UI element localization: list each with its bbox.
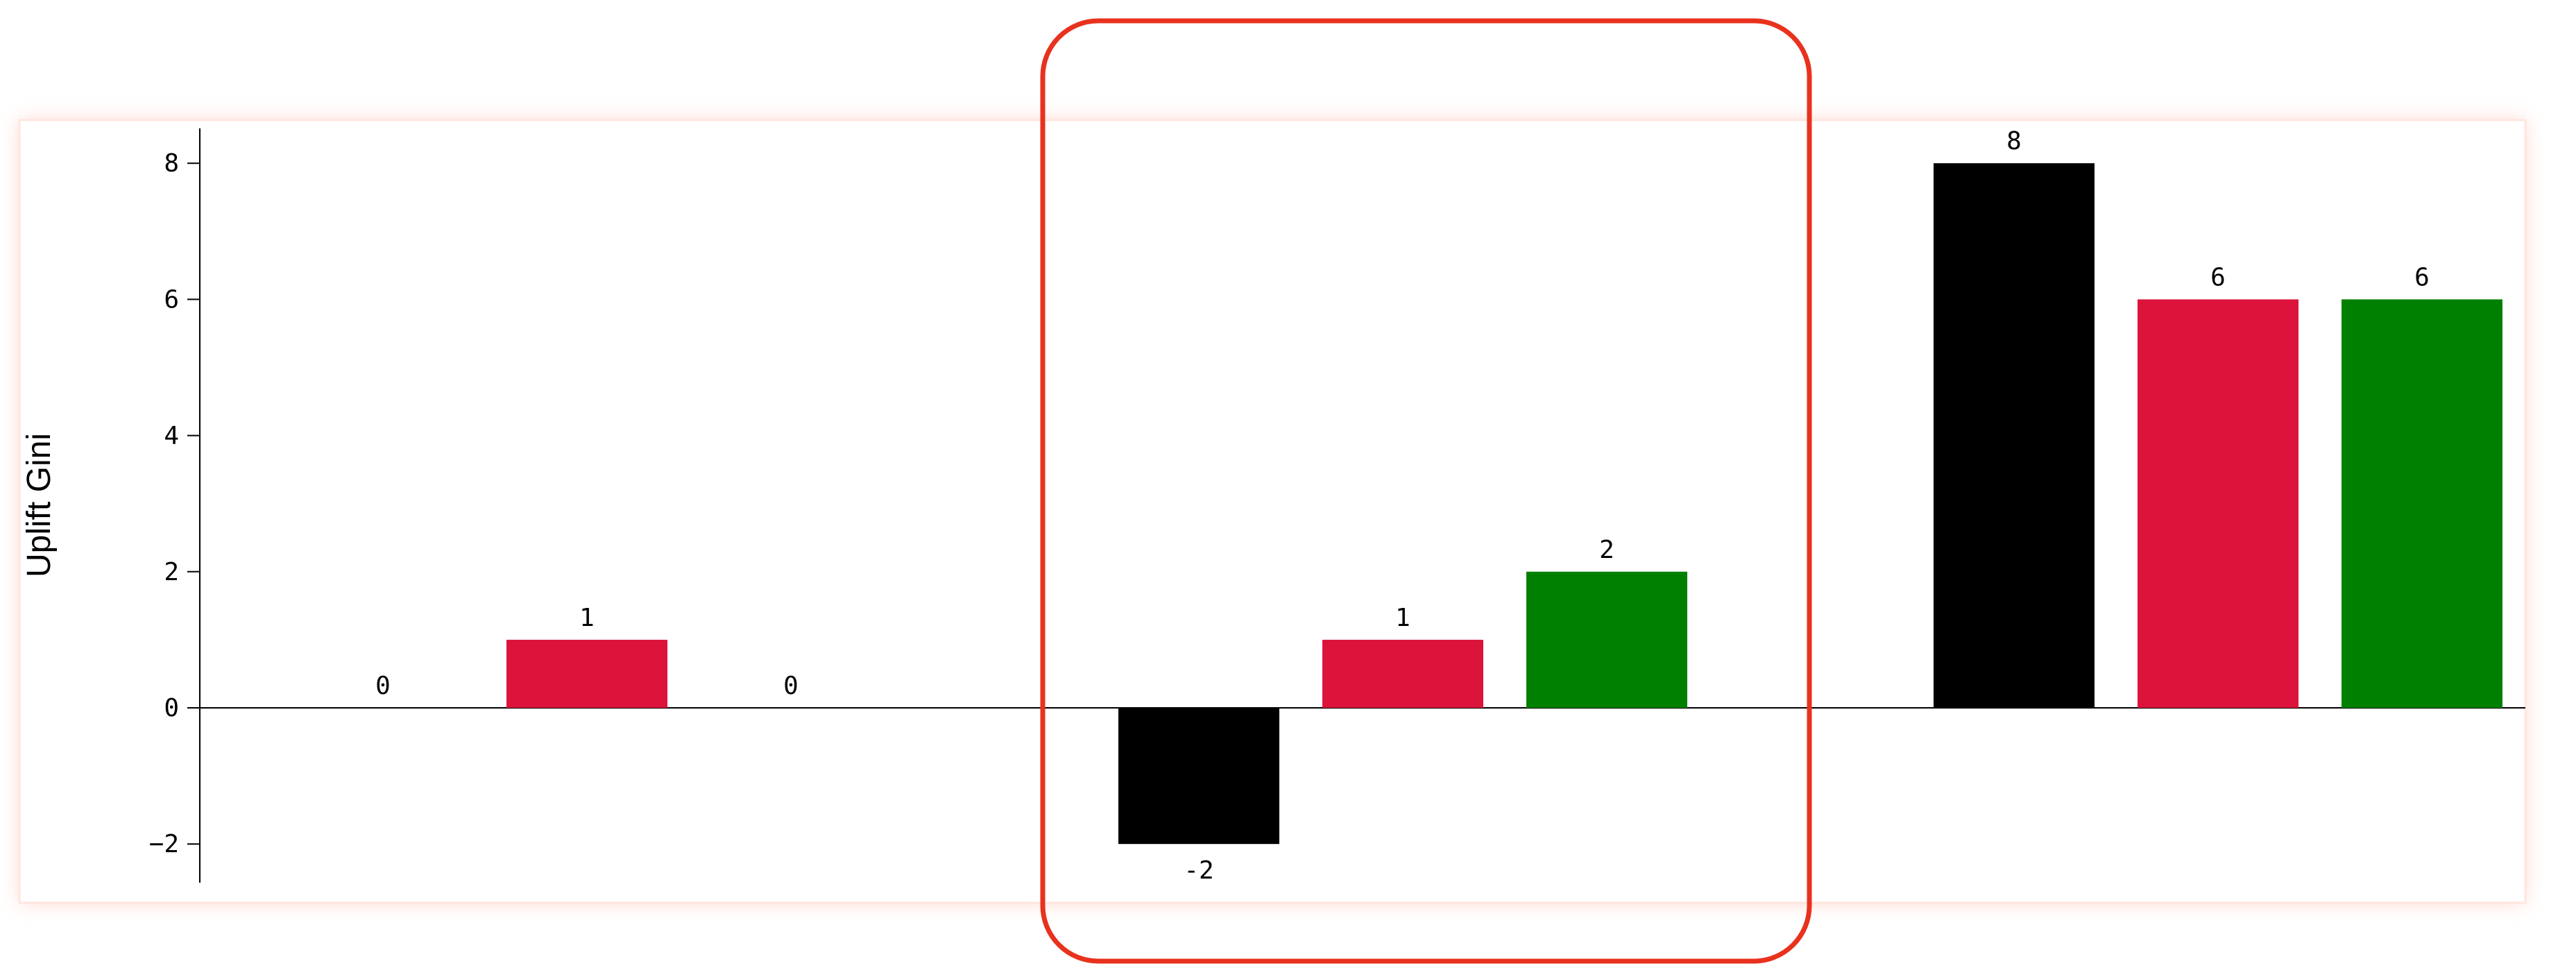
bar xyxy=(1934,163,2095,708)
bar xyxy=(2138,299,2298,708)
bar-value-label: -2 xyxy=(1184,856,1213,885)
y-tick-label: 6 xyxy=(164,285,179,314)
y-tick-label: 0 xyxy=(164,694,179,722)
y-tick-label: −2 xyxy=(149,830,179,858)
bar-value-label: 6 xyxy=(2414,263,2430,291)
bar-value-label: 1 xyxy=(579,604,595,632)
bar-value-label: 6 xyxy=(2210,263,2226,291)
y-axis-title: Uplift Gini xyxy=(21,433,58,577)
bar xyxy=(506,639,667,708)
bar-value-label: 0 xyxy=(783,672,799,700)
bar-value-label: 2 xyxy=(1599,536,1614,564)
bar xyxy=(1526,571,1687,708)
bar xyxy=(1118,708,1279,845)
y-tick-label: 2 xyxy=(164,558,179,586)
y-tick-label: 4 xyxy=(164,422,179,450)
bar xyxy=(2342,299,2502,708)
highlight-box xyxy=(1040,18,1812,964)
y-tick-label: 8 xyxy=(164,149,179,178)
bar xyxy=(1322,639,1483,708)
bar-value-label: 0 xyxy=(375,672,391,700)
bar-value-label: 1 xyxy=(1395,604,1410,632)
bar-value-label: 8 xyxy=(2006,127,2022,155)
